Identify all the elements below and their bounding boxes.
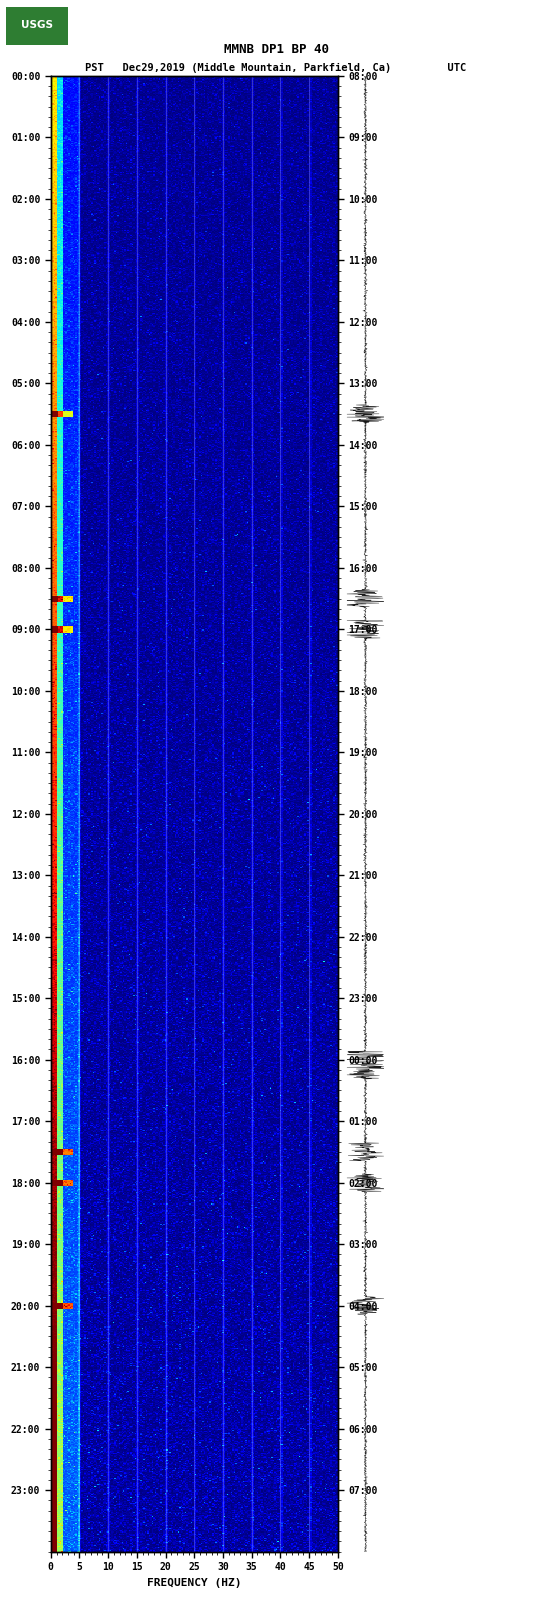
Text: PST   Dec29,2019 (Middle Mountain, Parkfield, Ca)         UTC: PST Dec29,2019 (Middle Mountain, Parkfie… — [86, 63, 466, 73]
Text: MMNB DP1 BP 40: MMNB DP1 BP 40 — [224, 44, 328, 56]
X-axis label: FREQUENCY (HZ): FREQUENCY (HZ) — [147, 1578, 242, 1587]
Text: USGS: USGS — [22, 19, 54, 31]
FancyBboxPatch shape — [6, 6, 68, 45]
